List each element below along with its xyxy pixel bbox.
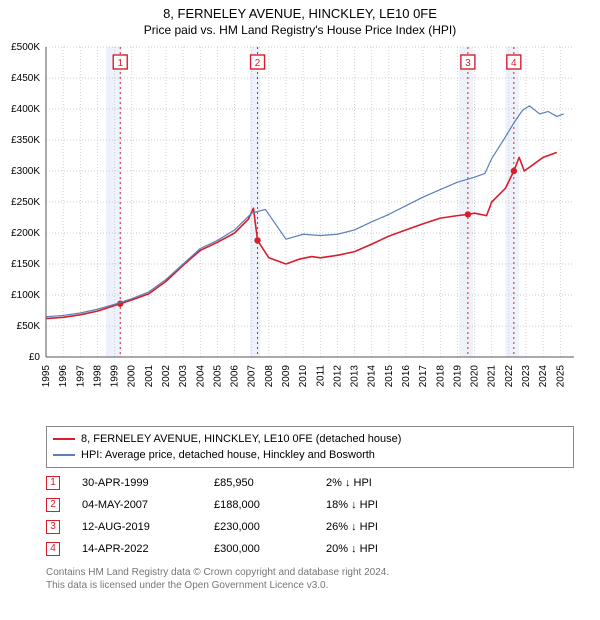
footer-line-1: Contains HM Land Registry data © Crown c… (46, 566, 574, 579)
svg-text:2010: 2010 (298, 365, 309, 388)
svg-text:2002: 2002 (161, 365, 172, 388)
svg-text:2025: 2025 (555, 365, 566, 388)
event-marker: 1 (46, 476, 60, 490)
svg-text:£200K: £200K (11, 228, 40, 239)
footer-line-2: This data is licensed under the Open Gov… (46, 579, 574, 592)
event-date: 30-APR-1999 (82, 477, 192, 489)
svg-text:£150K: £150K (11, 259, 40, 270)
events-table: 1 30-APR-1999 £85,950 2% ↓ HPI 2 04-MAY-2007 £… (46, 472, 574, 560)
event-price: £85,950 (214, 477, 304, 489)
price-chart: £0 £50K £100K £150K £200K £250K £300K £350K £400… (0, 37, 600, 417)
svg-text:£500K: £500K (11, 42, 40, 53)
svg-text:2014: 2014 (367, 365, 378, 388)
legend-label: 8, FERNELEY AVENUE, HINCKLEY, LE10 0FE (… (81, 433, 401, 445)
legend: 8, FERNELEY AVENUE, HINCKLEY, LE10 0FE (… (46, 426, 574, 468)
event-marker: 3 (46, 520, 60, 534)
event-row: 2 04-MAY-2007 £188,000 18% ↓ HPI (46, 494, 574, 516)
event-price: £230,000 (214, 521, 304, 533)
event-marker: 2 (46, 498, 60, 512)
svg-text:£300K: £300K (11, 166, 40, 177)
svg-text:2024: 2024 (538, 365, 549, 388)
page-subtitle: Price paid vs. HM Land Registry's House … (0, 23, 600, 37)
legend-item: 8, FERNELEY AVENUE, HINCKLEY, LE10 0FE (… (53, 431, 567, 447)
event-price: £188,000 (214, 499, 304, 511)
svg-text:2004: 2004 (195, 365, 206, 388)
svg-text:2019: 2019 (452, 365, 463, 388)
svg-text:£50K: £50K (17, 321, 41, 332)
svg-text:2022: 2022 (504, 365, 515, 388)
svg-text:2001: 2001 (144, 365, 155, 388)
svg-text:4: 4 (511, 58, 517, 69)
svg-text:2017: 2017 (418, 365, 429, 388)
event-marker: 4 (46, 542, 60, 556)
event-date: 14-APR-2022 (82, 543, 192, 555)
svg-text:2005: 2005 (212, 365, 223, 388)
legend-swatch (53, 454, 75, 456)
legend-item: HPI: Average price, detached house, Hinc… (53, 447, 567, 463)
svg-text:2018: 2018 (435, 365, 446, 388)
svg-text:2020: 2020 (470, 365, 481, 388)
legend-label: HPI: Average price, detached house, Hinc… (81, 449, 375, 461)
svg-text:2008: 2008 (264, 365, 275, 388)
svg-text:1999: 1999 (110, 365, 121, 388)
footer-attribution: Contains HM Land Registry data © Crown c… (46, 566, 574, 592)
event-row: 1 30-APR-1999 £85,950 2% ↓ HPI (46, 472, 574, 494)
event-pct: 2% ↓ HPI (326, 477, 436, 489)
svg-text:£350K: £350K (11, 135, 40, 146)
svg-text:£400K: £400K (11, 104, 40, 115)
svg-text:£450K: £450K (11, 73, 40, 84)
svg-text:1: 1 (117, 58, 123, 69)
event-price: £300,000 (214, 543, 304, 555)
svg-text:1997: 1997 (75, 365, 86, 388)
svg-text:£100K: £100K (11, 290, 40, 301)
svg-text:2023: 2023 (521, 365, 532, 388)
svg-text:2: 2 (255, 58, 261, 69)
svg-text:2006: 2006 (230, 365, 241, 388)
svg-text:2011: 2011 (315, 365, 326, 387)
event-row: 3 12-AUG-2019 £230,000 26% ↓ HPI (46, 516, 574, 538)
svg-text:3: 3 (465, 58, 471, 69)
page-title: 8, FERNELEY AVENUE, HINCKLEY, LE10 0FE (0, 6, 600, 21)
svg-text:2009: 2009 (281, 365, 292, 388)
svg-text:1996: 1996 (58, 365, 69, 388)
svg-text:£0: £0 (29, 352, 41, 363)
svg-text:2013: 2013 (350, 365, 361, 388)
svg-text:2015: 2015 (384, 365, 395, 388)
event-date: 04-MAY-2007 (82, 499, 192, 511)
svg-text:2003: 2003 (178, 365, 189, 388)
legend-swatch (53, 438, 75, 440)
svg-text:2000: 2000 (127, 365, 138, 388)
event-pct: 20% ↓ HPI (326, 543, 436, 555)
svg-text:1998: 1998 (92, 365, 103, 388)
event-row: 4 14-APR-2022 £300,000 20% ↓ HPI (46, 538, 574, 560)
svg-text:2007: 2007 (247, 365, 258, 388)
svg-text:1995: 1995 (41, 365, 52, 388)
svg-text:2012: 2012 (332, 365, 343, 388)
event-pct: 26% ↓ HPI (326, 521, 436, 533)
svg-text:2021: 2021 (487, 365, 498, 388)
svg-text:£250K: £250K (11, 197, 40, 208)
event-pct: 18% ↓ HPI (326, 499, 436, 511)
svg-text:2016: 2016 (401, 365, 412, 388)
event-date: 12-AUG-2019 (82, 521, 192, 533)
